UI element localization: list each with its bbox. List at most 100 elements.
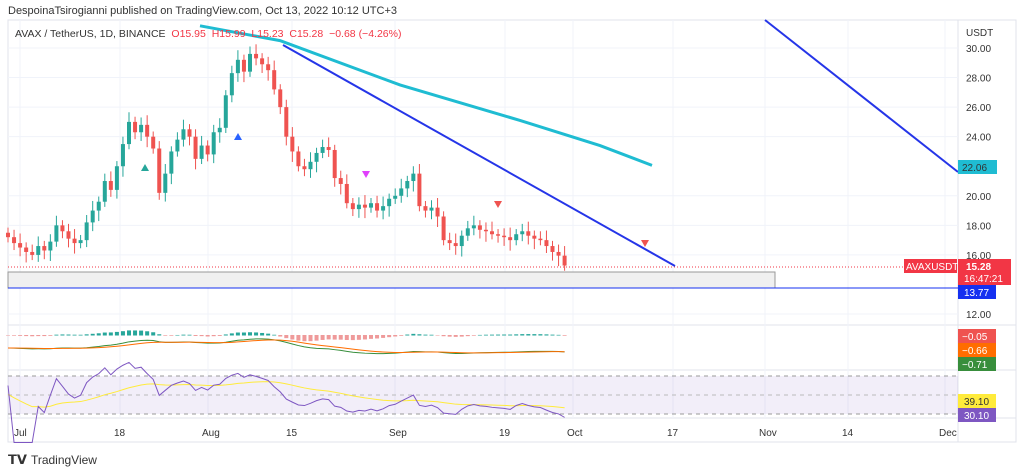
macd-bar <box>163 335 168 336</box>
candle <box>344 174 349 209</box>
candle <box>60 220 65 239</box>
macd-bar <box>151 332 156 336</box>
svg-text:−0.66: −0.66 <box>962 346 988 357</box>
macd-bar <box>60 334 65 336</box>
macd-bar <box>30 335 35 337</box>
macd-bar <box>350 335 355 341</box>
candle <box>471 215 476 236</box>
macd-bar <box>302 335 307 342</box>
candle <box>223 90 228 133</box>
macd-bar <box>429 334 434 336</box>
macd-bar <box>532 334 537 336</box>
date-tick: Nov <box>759 428 777 439</box>
candle <box>459 230 464 257</box>
macd-bar <box>387 335 392 338</box>
badge-level: 13.77 <box>958 285 996 299</box>
candle <box>393 188 398 204</box>
ohlc-change: −0.68 (−4.26%) <box>329 28 402 40</box>
candle <box>538 231 543 246</box>
price-chart[interactable]: USDT 30.00 28.00 26.00 24.00 20.00 18.00 16.00… <box>0 0 1024 450</box>
candle <box>411 166 416 192</box>
tradingview-logo[interactable]: 𝗧𝗩 TradingView <box>8 452 97 468</box>
candle <box>211 124 216 164</box>
candle <box>447 232 452 251</box>
candle <box>508 227 513 251</box>
macd-bar <box>338 335 343 340</box>
candle <box>205 140 210 162</box>
date-tick: 15 <box>286 428 298 439</box>
date-tick: 18 <box>114 428 126 439</box>
date-tick: Oct <box>567 428 583 439</box>
macd-bar <box>526 334 531 336</box>
trendline-2[interactable] <box>764 19 959 173</box>
macd-bar <box>314 335 319 341</box>
candles <box>6 44 649 271</box>
trendline[interactable] <box>282 44 676 267</box>
macd-bar <box>483 334 488 336</box>
candle <box>266 56 271 81</box>
moving-average-line <box>199 24 653 167</box>
candle <box>66 223 71 248</box>
price-tick: 28.00 <box>966 74 991 85</box>
candle <box>12 229 17 251</box>
svg-text:−0.05: −0.05 <box>962 332 988 343</box>
candle <box>435 198 440 227</box>
candle <box>465 220 470 241</box>
macd-bar <box>169 335 174 336</box>
candle <box>381 196 386 220</box>
macd-bar <box>399 335 404 336</box>
macd-bar <box>514 334 519 336</box>
signal-up-arrow-icon <box>141 164 149 171</box>
candle <box>54 215 59 247</box>
macd-bar <box>108 332 113 336</box>
ohlc-close: C15.28 <box>289 28 324 40</box>
candle <box>84 215 89 248</box>
candle <box>356 197 361 218</box>
range-box[interactable] <box>7 271 776 289</box>
macd-bar <box>471 335 476 336</box>
macd-bar <box>490 334 494 336</box>
svg-text:13.77: 13.77 <box>964 288 989 299</box>
candle <box>24 242 29 263</box>
signal-down-arrow-icon <box>641 240 649 247</box>
price-tick: 20.00 <box>966 192 991 203</box>
macd-bar <box>102 332 107 336</box>
macd-signal-line <box>7 339 565 354</box>
candle <box>399 178 404 203</box>
ohlc-high: H15.99 <box>211 28 246 40</box>
candle <box>453 233 458 255</box>
publisher-line: DespoinaTsirogianni published on Trading… <box>8 5 398 17</box>
svg-text:30.10: 30.10 <box>964 411 989 422</box>
candle <box>90 200 95 232</box>
macd-bar <box>36 335 41 337</box>
badge-macd-signal: −0.66 <box>958 343 996 357</box>
candle <box>260 53 265 73</box>
candle <box>48 234 53 261</box>
macd-bar <box>453 335 458 337</box>
macd-bar <box>502 334 507 336</box>
candle <box>157 141 162 200</box>
price-tick: 12.00 <box>966 310 991 321</box>
macd-bar <box>235 332 240 336</box>
macd-bar <box>290 335 295 340</box>
macd-bar <box>181 334 186 336</box>
macd-bar <box>423 334 428 336</box>
date-tick: Aug <box>202 428 220 439</box>
macd-bar <box>217 335 222 336</box>
candle <box>181 119 186 147</box>
badge-rsi-ma: 39.10 <box>958 394 996 408</box>
macd-bar <box>508 334 513 336</box>
candle <box>284 99 289 146</box>
candle <box>362 195 367 219</box>
candle <box>248 46 252 77</box>
macd-bar <box>284 335 289 339</box>
macd-bar <box>369 335 373 339</box>
macd-bar <box>120 331 125 336</box>
macd-bar <box>344 335 349 340</box>
candle <box>187 124 192 146</box>
macd-bar <box>90 333 95 336</box>
macd-bar <box>54 334 59 336</box>
date-tick: 17 <box>667 428 679 439</box>
macd-bar <box>84 334 89 336</box>
